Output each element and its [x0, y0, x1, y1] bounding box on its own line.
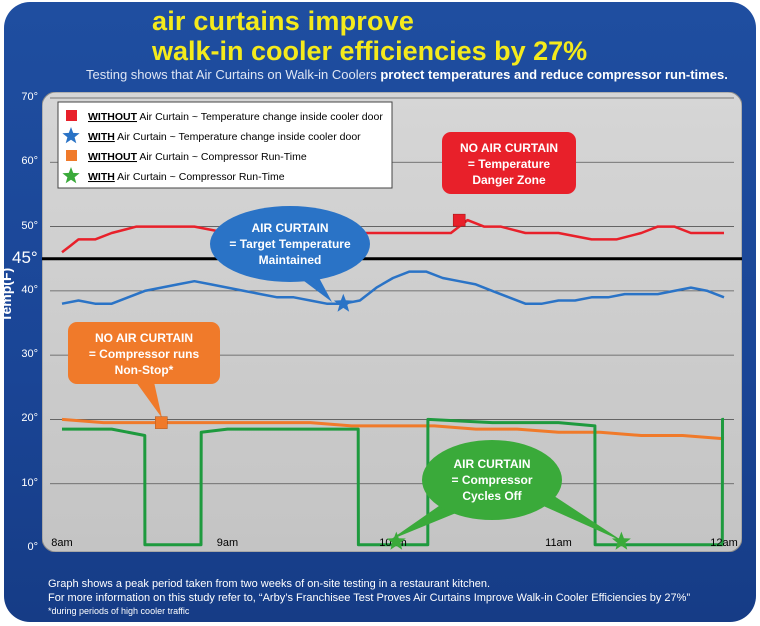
y-tick-label: 70°	[21, 91, 38, 103]
legend-square-marker	[66, 110, 77, 121]
marker-orange-square	[155, 416, 168, 429]
callout-orange-line-2: = Compressor runs	[89, 347, 200, 361]
series-lines	[61, 218, 725, 547]
x-tick-label: 9am	[217, 537, 238, 549]
subtitle: Testing shows that Air Curtains on Walk-…	[86, 67, 728, 82]
footer-line-3: *during periods of high cooler traffic	[48, 606, 190, 616]
footer-line-1: Graph shows a peak period taken from two…	[48, 578, 491, 590]
callout-red-pointer	[444, 192, 468, 208]
y-tick-label: 20°	[21, 412, 38, 425]
series-line-without-compressor	[61, 417, 725, 441]
callout-orange-pointer	[136, 382, 162, 418]
callout-orange: NO AIR CURTAIN = Compressor runs Non-Sto…	[68, 322, 220, 418]
callout-blue-line-2: = Target Temperature	[229, 237, 351, 251]
legend-entry-label: WITH Air Curtain ~ Temperature change in…	[88, 131, 361, 143]
subtitle-part-a: Testing shows that Air Curtains on Walk-…	[86, 67, 381, 82]
plot-area	[42, 92, 742, 552]
callout-orange-line-1: NO AIR CURTAIN	[95, 331, 193, 345]
callout-red-line-3: Danger Zone	[472, 173, 546, 187]
callout-green-ellipse	[422, 440, 562, 520]
callout-green: AIR CURTAIN = Compressor Cycles Off	[390, 440, 624, 542]
callout-red: NO AIR CURTAIN = Temperature Danger Zone	[442, 132, 576, 208]
callout-green-line-2: = Compressor	[451, 473, 532, 487]
legend-square-marker	[66, 150, 77, 161]
x-tick-label: 12am	[710, 537, 738, 549]
legend-star-marker	[62, 127, 80, 144]
callout-blue-ellipse	[210, 206, 370, 282]
callout-blue-line-1: AIR CURTAIN	[251, 221, 328, 235]
callout-green-line-1: AIR CURTAIN	[453, 457, 530, 471]
subtitle-part-b: protect temperatures and reduce compress…	[380, 67, 728, 82]
callout-red-line-2: = Temperature	[468, 157, 550, 171]
y-tick-label: 30°	[21, 348, 38, 361]
callout-blue: AIR CURTAIN = Target Temperature Maintai…	[210, 206, 370, 302]
legend: WITHOUT Air Curtain ~ Temperature change…	[57, 101, 393, 189]
series-line-with-compressor	[62, 417, 724, 547]
marker-blue-star	[333, 293, 353, 312]
callout-green-pointer-right	[530, 488, 624, 542]
marker-green-star-2	[611, 531, 631, 550]
legend-box	[57, 101, 393, 189]
y-tick-label: 60°	[21, 155, 38, 168]
legend-entry-label: WITHOUT Air Curtain ~ Compressor Run-Tim…	[88, 151, 307, 163]
title-line-2: walk-in cooler efficiencies by 27%	[152, 36, 588, 66]
y-tick-label: 40°	[21, 283, 38, 296]
title-line-1: air curtains improve	[152, 6, 415, 36]
callout-orange-box	[68, 322, 220, 384]
series-markers	[155, 213, 631, 550]
callout-green-line-3: Cycles Off	[462, 489, 522, 503]
x-tick-label: 8am	[51, 537, 72, 549]
y-tick-label: 10°	[21, 476, 38, 489]
legend-entry-label: WITHOUT Air Curtain ~ Temperature change…	[88, 111, 383, 123]
callout-blue-line-3: Maintained	[259, 253, 322, 267]
legend-star-marker	[62, 167, 80, 184]
footer-line-2: For more information on this study refer…	[48, 592, 691, 604]
temperature-chart: 8am9am10am11am12am WITHOUT Air Curtain ~…	[42, 92, 742, 552]
callout-red-line-1: NO AIR CURTAIN	[460, 141, 558, 155]
series-line-without-temp	[61, 218, 724, 254]
callout-orange-line-3: Non-Stop*	[115, 363, 174, 377]
y-tick-label: 50°	[21, 219, 38, 232]
y-axis-label: Temp(F)	[0, 267, 14, 322]
series-line-with-temp	[61, 270, 725, 305]
reference-line-label: 45°	[12, 247, 38, 267]
y-tick-label: 0°	[27, 541, 38, 553]
marker-green-star-1	[386, 531, 406, 550]
callout-red-box	[442, 132, 576, 194]
x-tick-label: 11am	[545, 537, 572, 549]
marker-red-square	[452, 213, 466, 227]
legend-entry-label: WITH Air Curtain ~ Compressor Run-Time	[88, 171, 285, 183]
